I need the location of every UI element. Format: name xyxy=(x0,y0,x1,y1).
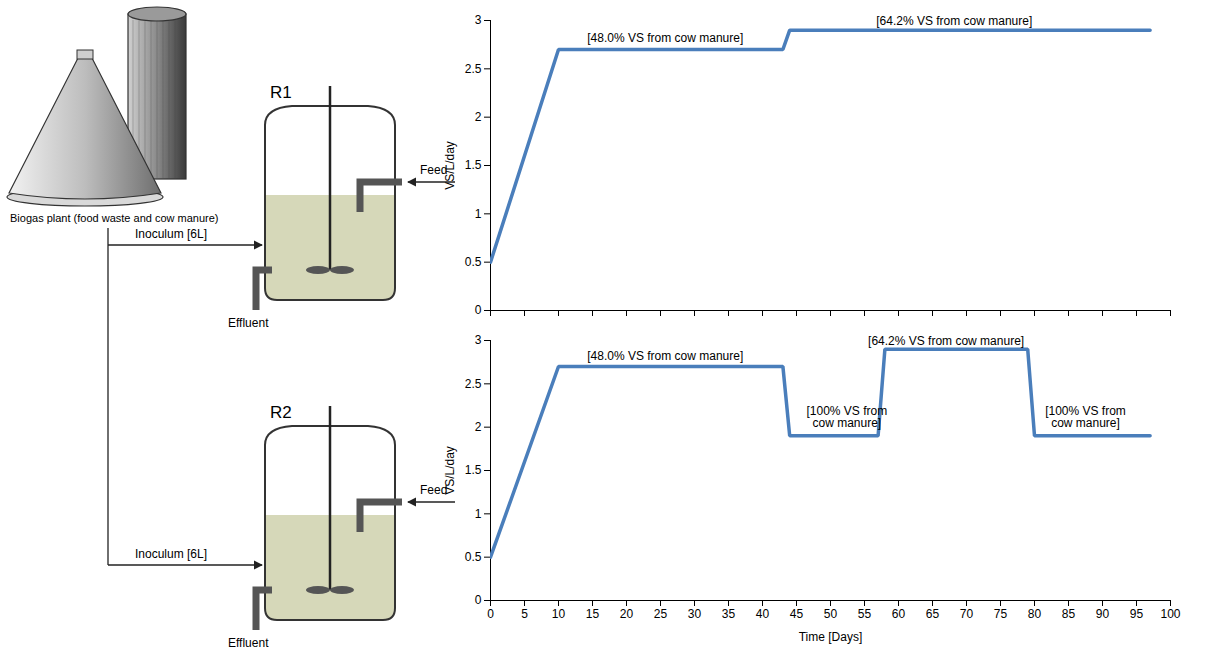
svg-text:2: 2 xyxy=(475,110,482,124)
svg-text:2.5: 2.5 xyxy=(465,377,482,391)
svg-text:30: 30 xyxy=(688,607,702,621)
svg-text:Effluent: Effluent xyxy=(228,316,269,330)
svg-text:10: 10 xyxy=(552,607,566,621)
svg-text:Biogas plant (food waste and c: Biogas plant (food waste and cow manure) xyxy=(10,212,219,224)
svg-text:35: 35 xyxy=(722,607,736,621)
svg-text:70: 70 xyxy=(960,607,974,621)
svg-text:95: 95 xyxy=(1130,607,1144,621)
svg-text:25: 25 xyxy=(654,607,668,621)
svg-text:Feed: Feed xyxy=(420,483,447,497)
svg-text:R2: R2 xyxy=(270,403,292,422)
svg-text:20: 20 xyxy=(620,607,634,621)
svg-text:1.5: 1.5 xyxy=(465,463,482,477)
svg-text:100: 100 xyxy=(1160,607,1180,621)
svg-text:60: 60 xyxy=(892,607,906,621)
svg-text:45: 45 xyxy=(790,607,804,621)
svg-text:VS/L/day: VS/L/day xyxy=(443,141,457,190)
svg-text:1.5: 1.5 xyxy=(465,158,482,172)
svg-text:50: 50 xyxy=(824,607,838,621)
svg-text:55: 55 xyxy=(858,607,872,621)
svg-text:3: 3 xyxy=(475,13,482,27)
svg-text:3: 3 xyxy=(475,333,482,347)
svg-text:2: 2 xyxy=(475,420,482,434)
svg-text:65: 65 xyxy=(926,607,940,621)
svg-text:VS/L/day: VS/L/day xyxy=(443,446,457,495)
svg-text:0: 0 xyxy=(475,303,482,317)
svg-text:0: 0 xyxy=(487,607,494,621)
svg-text:0.5: 0.5 xyxy=(465,255,482,269)
svg-text:Inoculum [6L]: Inoculum [6L] xyxy=(135,547,207,561)
svg-text:R1: R1 xyxy=(270,83,292,102)
svg-text:[100% VS fromcow manure]: [100% VS fromcow manure] xyxy=(1045,404,1126,430)
svg-text:40: 40 xyxy=(756,607,770,621)
svg-text:Inoculum [6L]: Inoculum [6L] xyxy=(135,227,207,241)
svg-text:2.5: 2.5 xyxy=(465,62,482,76)
svg-text:75: 75 xyxy=(994,607,1008,621)
svg-text:80: 80 xyxy=(1028,607,1042,621)
svg-text:[48.0% VS from cow manure]: [48.0% VS from cow manure] xyxy=(587,349,743,363)
svg-text:[48.0% VS from cow manure]: [48.0% VS from cow manure] xyxy=(587,31,743,45)
svg-text:0: 0 xyxy=(475,593,482,607)
svg-text:1: 1 xyxy=(475,507,482,521)
svg-text:[64.2% VS from cow manure]: [64.2% VS from cow manure] xyxy=(868,334,1024,348)
svg-text:1: 1 xyxy=(475,207,482,221)
svg-text:Time [Days]: Time [Days] xyxy=(799,630,863,644)
svg-text:85: 85 xyxy=(1062,607,1076,621)
svg-text:[64.2% VS from cow manure]: [64.2% VS from cow manure] xyxy=(876,14,1032,28)
svg-text:15: 15 xyxy=(586,607,600,621)
svg-text:0.5: 0.5 xyxy=(465,550,482,564)
svg-text:90: 90 xyxy=(1096,607,1110,621)
svg-text:[100% VS fromcow manure]: [100% VS fromcow manure] xyxy=(806,404,887,430)
svg-text:Effluent: Effluent xyxy=(228,636,269,650)
svg-text:5: 5 xyxy=(521,607,528,621)
svg-text:Feed: Feed xyxy=(420,163,447,177)
